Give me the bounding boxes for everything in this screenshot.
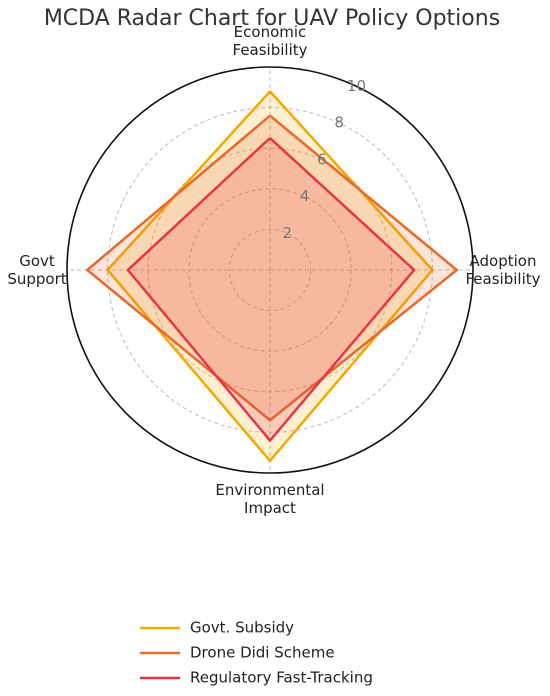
axis-label: Adoption Feasibility [465,252,541,288]
r-tick-label: 6 [317,150,327,168]
axis-label: Economic Feasibility [232,23,308,59]
legend-label: Regulatory Fast-Tracking [190,669,373,687]
series-line [105,90,435,463]
outer-circle [66,66,474,474]
series-area [127,138,415,441]
chart-title: MCDA Radar Chart for UAV Policy Options [44,6,500,31]
legend-label: Drone Didi Scheme [190,644,335,662]
r-tick-label: 4 [300,187,310,205]
r-tick-label: 8 [334,114,344,132]
grid-circle [188,188,352,352]
legend-label: Govt. Subsidy [190,619,294,637]
r-tick-label: 10 [347,77,366,95]
series-line [85,114,459,422]
axis-label: Govt Support [7,252,67,288]
r-tick-label: 2 [283,224,293,242]
grid-circle [228,228,312,312]
series-line [126,137,416,443]
axis-label: Environmental Impact [215,481,325,517]
